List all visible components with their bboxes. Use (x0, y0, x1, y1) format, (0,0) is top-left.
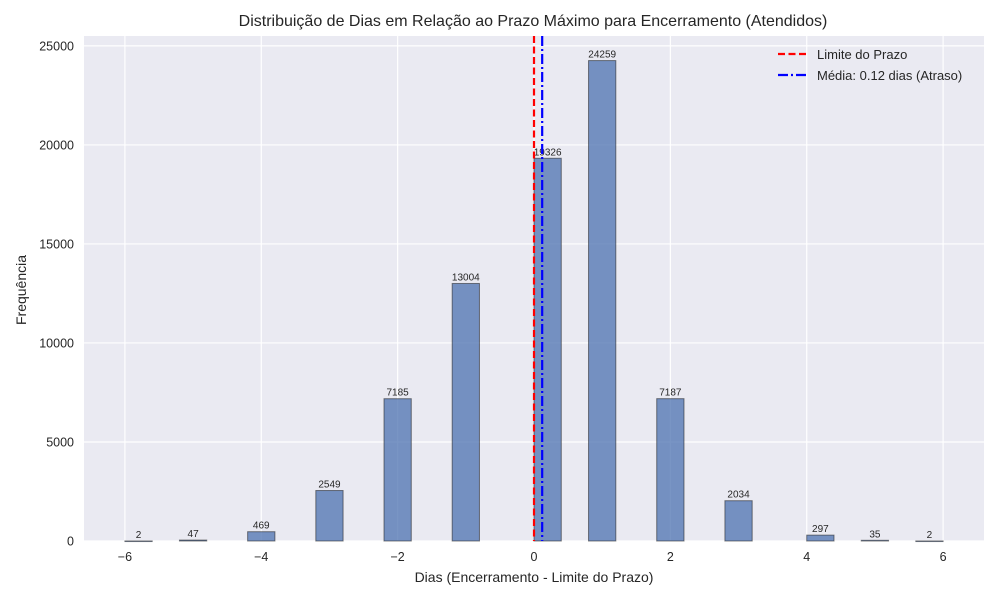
y-axis-ticks: 0 5000 10000 15000 20000 25000 (39, 39, 74, 548)
y-tick-label: 15000 (39, 237, 74, 251)
x-tick-label: 4 (803, 550, 810, 564)
bar (247, 531, 276, 542)
bar-value-label: 297 (812, 524, 829, 535)
bar-value-label: 47 (188, 529, 200, 540)
y-tick-label: 5000 (46, 435, 74, 449)
bar (124, 540, 153, 543)
legend: Limite do Prazo Média: 0.12 dias (Atraso… (778, 47, 962, 83)
y-tick-label: 20000 (39, 138, 74, 152)
bar-value-label: 469 (253, 521, 270, 532)
bar (656, 398, 685, 542)
reference-lines (532, 36, 544, 541)
bars-group (124, 60, 944, 543)
bar-value-label: 35 (869, 529, 881, 540)
bar-value-label: 2 (927, 530, 933, 541)
bar (451, 282, 480, 542)
bar-value-label: 19326 (534, 147, 562, 158)
bar-value-label: 24259 (588, 50, 616, 61)
bar (178, 539, 208, 542)
x-tick-label: −6 (118, 550, 132, 564)
bar (315, 490, 344, 542)
bar (588, 60, 617, 542)
bar (724, 500, 753, 542)
x-tick-label: 2 (667, 550, 674, 564)
bar-value-label: 2549 (318, 480, 341, 491)
bar (533, 157, 562, 542)
x-tick-label: 6 (940, 550, 947, 564)
bar-value-label: 2034 (727, 490, 750, 501)
bar-labels-group: 2 47 469 2549 7185 13004 19326 24259 7187 2034 297… (136, 50, 933, 541)
chart-title: Distribuição de Dias em Relação ao Prazo… (239, 13, 828, 30)
bar (383, 398, 412, 542)
x-tick-label: −2 (391, 550, 405, 564)
y-tick-label: 0 (67, 535, 74, 549)
bar (915, 540, 944, 543)
x-axis-label: Dias (Encerramento - Limite do Prazo) (415, 569, 654, 585)
bar-value-label: 13004 (452, 272, 480, 283)
x-axis-ticks: −6 −4 −2 0 2 4 6 (118, 550, 947, 564)
y-tick-label: 25000 (39, 39, 74, 53)
legend-label-media: Média: 0.12 dias (Atraso) (817, 68, 962, 83)
bar-value-label: 2 (136, 530, 142, 541)
bar (806, 534, 835, 542)
y-axis-label: Frequência (13, 255, 29, 325)
x-tick-label: 0 (531, 550, 538, 564)
bar-value-label: 7187 (659, 388, 682, 399)
bar (860, 539, 890, 542)
x-tick-label: −4 (254, 550, 268, 564)
bar-value-label: 7185 (387, 388, 410, 399)
legend-label-limite: Limite do Prazo (817, 47, 907, 62)
y-tick-label: 10000 (39, 336, 74, 350)
